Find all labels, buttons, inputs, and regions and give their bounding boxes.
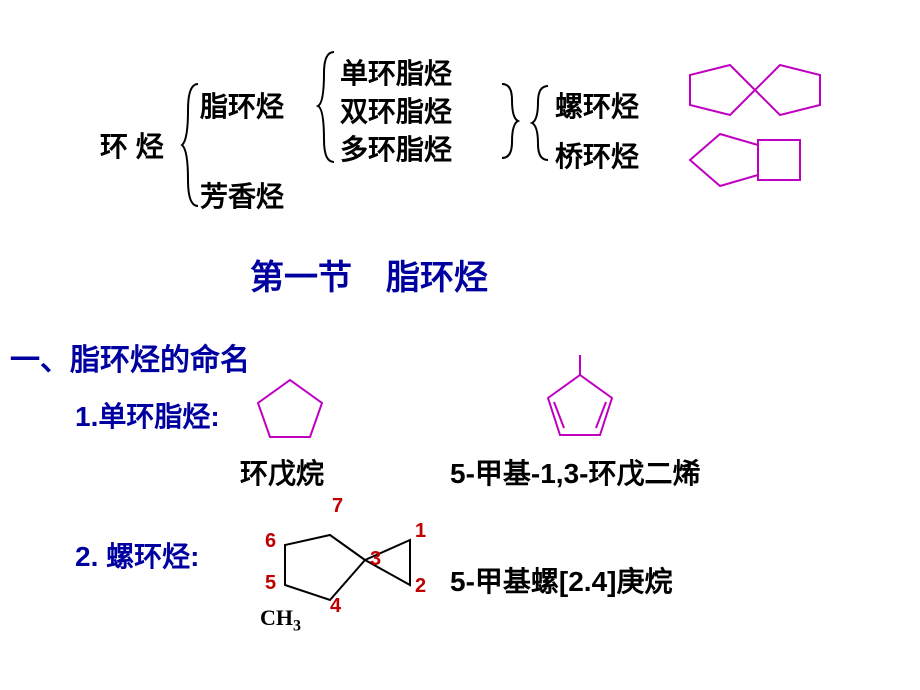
- num7: 7: [332, 495, 343, 518]
- bracket4: [530, 82, 552, 164]
- num5: 5: [265, 572, 276, 595]
- section-title: 第一节 脂环烃: [250, 250, 488, 299]
- bracket3: [498, 80, 520, 162]
- item1-name1: 环戊烷: [240, 452, 324, 492]
- tree-type1: 螺环烃: [555, 85, 639, 125]
- tree-sub1: 单环脂烃: [340, 52, 452, 92]
- bracket1: [180, 80, 202, 210]
- cyclopentadiene-icon: [530, 350, 630, 445]
- ch3-sub: 3: [293, 617, 301, 634]
- num2: 2: [415, 575, 426, 598]
- item2-name: 5-甲基螺[2.4]庚烷: [450, 560, 672, 600]
- item1-name2: 5-甲基-1,3-环戊二烯: [450, 452, 700, 492]
- tree-branch2: 芳香烃: [200, 175, 284, 215]
- tree-branch1: 脂环烃: [200, 85, 284, 125]
- tree-root: 环 烃: [100, 125, 164, 165]
- num3: 3: [370, 548, 381, 571]
- num1: 1: [415, 520, 426, 543]
- num6: 6: [265, 530, 276, 553]
- item2-label: 2. 螺环烃:: [75, 535, 199, 575]
- bracket2: [316, 48, 338, 168]
- tree-type2: 桥环烃: [555, 135, 639, 175]
- cyclopentane-icon: [250, 375, 330, 445]
- spiro-structure-icon: [670, 55, 840, 125]
- heading1: 一、脂环烃的命名: [10, 335, 250, 379]
- fused-structure-icon2: [670, 130, 840, 190]
- ch3-label: CH3: [260, 605, 301, 635]
- ch3-text: CH: [260, 605, 293, 630]
- num4: 4: [330, 595, 341, 618]
- tree-sub2: 双环脂烃: [340, 90, 452, 130]
- item1-label: 1.单环脂烃:: [75, 395, 220, 435]
- tree-sub3: 多环脂烃: [340, 128, 452, 168]
